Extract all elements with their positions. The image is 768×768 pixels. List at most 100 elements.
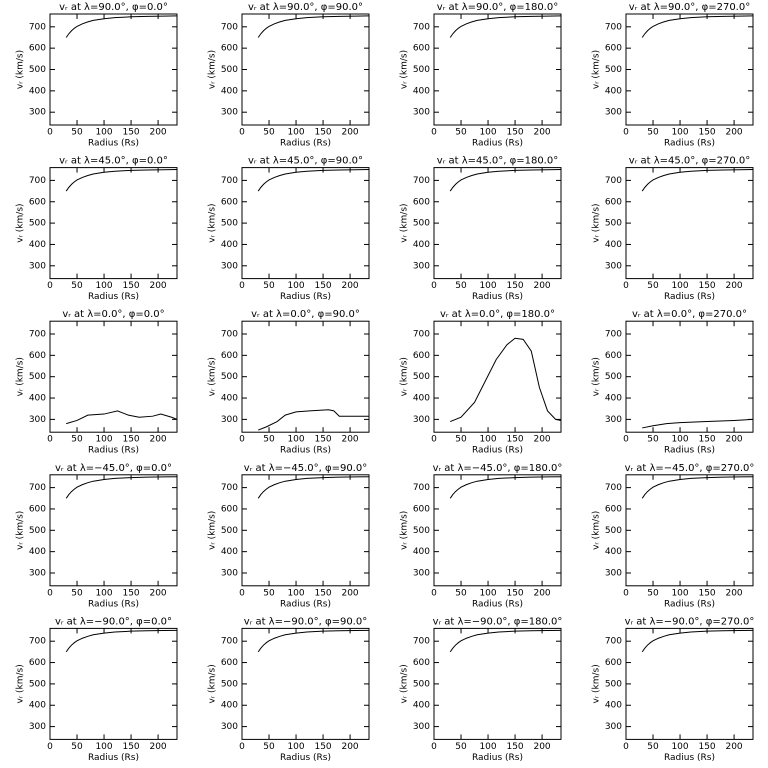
y-tick-label: 600 (221, 658, 238, 668)
x-tick-label: 50 (455, 588, 467, 598)
x-axis-label: Radius (Rs) (88, 139, 139, 149)
y-tick-label: 600 (413, 658, 430, 668)
x-tick-label: 100 (95, 588, 112, 598)
x-tick-label: 150 (122, 588, 139, 598)
y-tick-label: 500 (221, 372, 238, 382)
panel: vᵣ at λ=45.0°, φ=90.0° 0 50 100 150 200 300 400… (208, 156, 370, 302)
y-axis-label: vᵣ (km/s) (16, 511, 26, 550)
chart-title: vᵣ at λ=45.0°, φ=0.0° (59, 156, 168, 167)
x-tick-label: 150 (314, 281, 331, 291)
data-line (642, 418, 754, 429)
x-axis-label: Radius (Rs) (280, 446, 331, 456)
chart-title: vᵣ at λ=−45.0°, φ=180.0° (433, 463, 563, 474)
y-tick-label: 500 (605, 526, 622, 536)
y-tick-label: 300 (413, 722, 430, 732)
x-tick-label: 0 (431, 128, 437, 138)
y-tick-label: 600 (413, 504, 430, 514)
y-tick-label: 400 (221, 547, 238, 557)
x-tick-label: 100 (287, 281, 304, 291)
data-line (449, 15, 562, 38)
data-line (257, 629, 370, 653)
x-tick-label: 150 (122, 435, 139, 445)
y-tick-label: 700 (29, 330, 46, 340)
chart-title: vᵣ at λ=45.0°, φ=180.0° (437, 156, 558, 167)
x-tick-label: 50 (71, 742, 83, 752)
data-line (641, 15, 754, 38)
chart-title: vᵣ at λ=0.0°, φ=0.0° (62, 309, 164, 320)
x-tick-label: 0 (623, 281, 629, 291)
data-line (65, 15, 178, 38)
chart-title: vᵣ at λ=−45.0°, φ=90.0° (244, 463, 367, 474)
chart-title: vᵣ at λ=−45.0°, φ=0.0° (55, 463, 172, 474)
y-tick-label: 500 (605, 372, 622, 382)
y-axis-label: vᵣ (km/s) (208, 50, 218, 89)
y-tick-label: 500 (605, 679, 622, 689)
y-tick-label: 300 (413, 415, 430, 425)
data-line (65, 169, 178, 192)
x-tick-label: 150 (122, 742, 139, 752)
x-tick-label: 150 (698, 588, 715, 598)
y-tick-label: 400 (605, 240, 622, 250)
x-tick-label: 0 (239, 588, 245, 598)
y-tick-label: 400 (221, 86, 238, 96)
x-axis-label: Radius (Rs) (472, 446, 523, 456)
y-tick-label: 700 (221, 330, 238, 340)
y-tick-label: 300 (221, 415, 238, 425)
x-tick-label: 150 (698, 128, 715, 138)
y-axis-label: vᵣ (km/s) (400, 357, 410, 396)
y-tick-label: 300 (221, 261, 238, 271)
x-axis-label: Radius (Rs) (88, 292, 139, 302)
x-tick-label: 50 (263, 128, 275, 138)
x-tick-label: 200 (341, 281, 358, 291)
x-tick-label: 150 (698, 742, 715, 752)
x-tick-label: 50 (71, 128, 83, 138)
chart-title: vᵣ at λ=90.0°, φ=270.0° (629, 2, 750, 13)
x-tick-label: 0 (47, 588, 53, 598)
x-tick-label: 100 (479, 128, 496, 138)
y-tick-label: 400 (29, 701, 46, 711)
x-tick-label: 150 (314, 435, 331, 445)
y-tick-label: 600 (605, 44, 622, 54)
y-tick-label: 600 (29, 351, 46, 361)
y-tick-label: 300 (413, 108, 430, 118)
chart-title: vᵣ at λ=0.0°, φ=270.0° (632, 309, 747, 320)
y-tick-label: 400 (413, 240, 430, 250)
x-tick-label: 150 (698, 281, 715, 291)
y-tick-label: 500 (413, 372, 430, 382)
x-tick-label: 200 (341, 742, 358, 752)
panel: vᵣ at λ=90.0°, φ=180.0° 0 50 100 150 200 300 40… (400, 2, 562, 149)
x-tick-label: 0 (623, 588, 629, 598)
panel: vᵣ at λ=90.0°, φ=0.0° 0 50 100 150 200 300 400 5… (16, 2, 178, 149)
y-tick-label: 500 (221, 65, 238, 75)
x-tick-label: 100 (95, 742, 112, 752)
x-tick-label: 200 (149, 742, 166, 752)
x-tick-label: 200 (533, 281, 550, 291)
x-tick-label: 100 (95, 281, 112, 291)
x-tick-label: 200 (341, 588, 358, 598)
x-tick-label: 200 (533, 435, 550, 445)
x-tick-label: 0 (431, 281, 437, 291)
x-tick-label: 50 (647, 588, 659, 598)
data-line (66, 410, 178, 425)
y-axis-label: vᵣ (km/s) (16, 357, 26, 396)
x-tick-label: 200 (149, 588, 166, 598)
data-line (450, 337, 562, 422)
x-tick-label: 200 (533, 588, 550, 598)
y-tick-label: 500 (413, 526, 430, 536)
y-tick-label: 300 (605, 261, 622, 271)
panel: vᵣ at λ=45.0°, φ=270.0° 0 50 100 150 200 300 40… (592, 156, 754, 302)
y-axis-label: vᵣ (km/s) (400, 664, 410, 703)
x-tick-label: 100 (287, 742, 304, 752)
y-tick-label: 300 (413, 261, 430, 271)
x-tick-label: 50 (263, 435, 275, 445)
x-axis-label: Radius (Rs) (664, 446, 715, 456)
x-tick-label: 100 (287, 588, 304, 598)
x-axis-label: Radius (Rs) (88, 599, 139, 609)
y-tick-label: 500 (605, 65, 622, 75)
y-tick-label: 500 (29, 679, 46, 689)
x-tick-label: 50 (263, 281, 275, 291)
y-tick-label: 700 (413, 483, 430, 493)
y-tick-label: 300 (29, 261, 46, 271)
x-tick-label: 50 (455, 742, 467, 752)
